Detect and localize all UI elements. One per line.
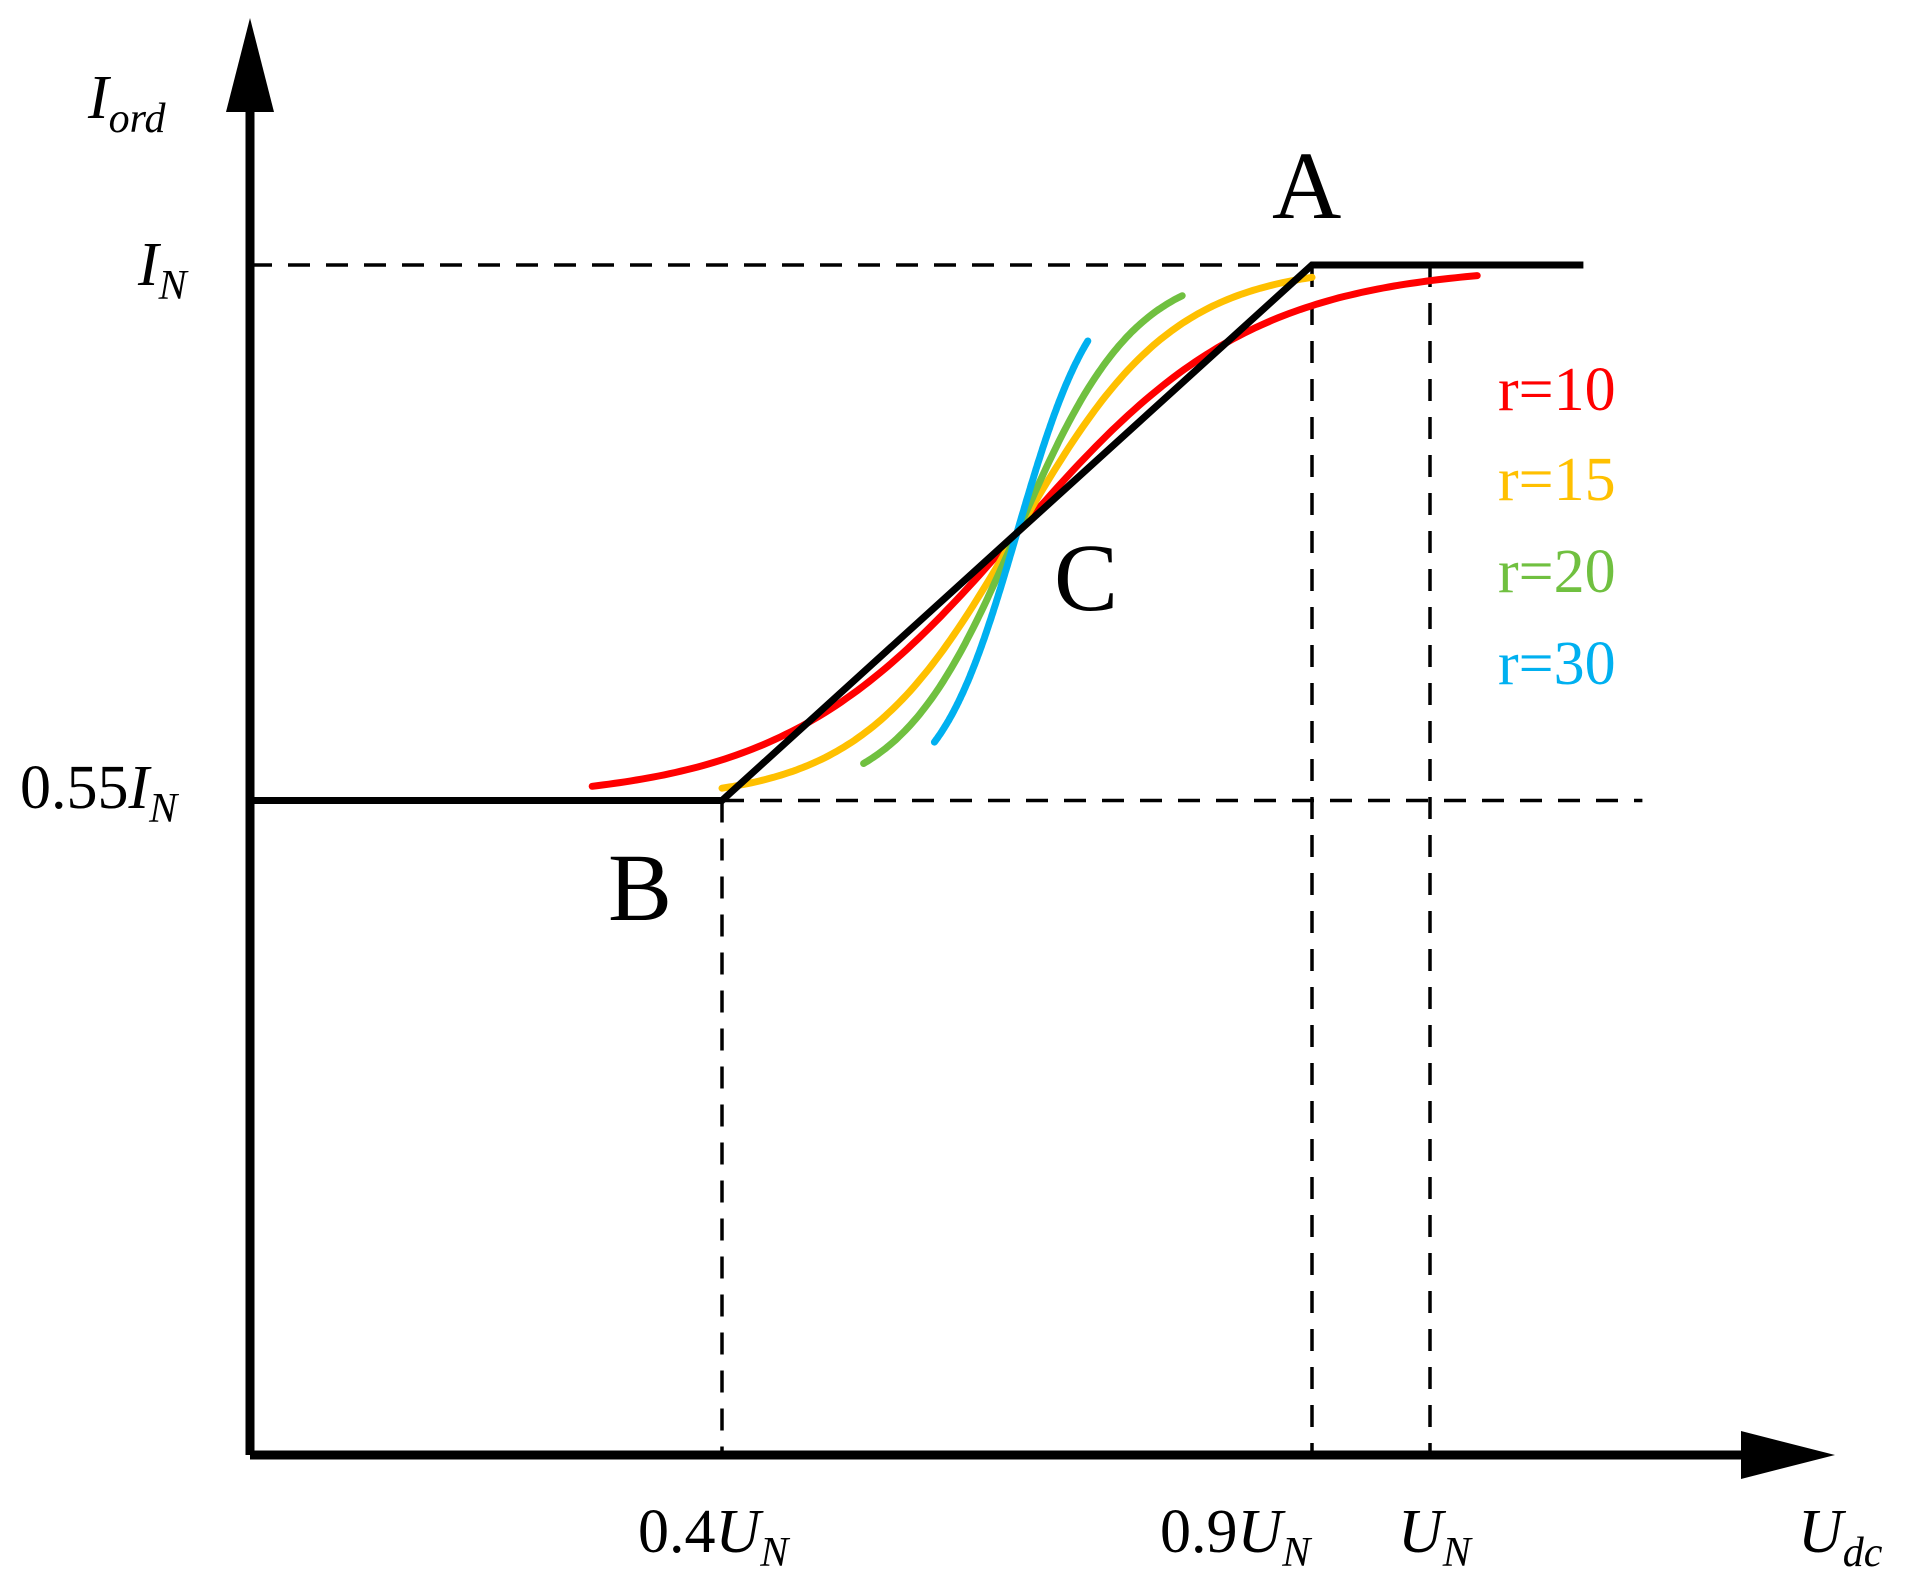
- y-axis-arrow: [226, 18, 274, 112]
- y-axis-label-base: I: [87, 64, 112, 132]
- x-tick-label: UN: [1398, 1498, 1473, 1576]
- piecewise-characteristic: [250, 261, 1584, 804]
- y-tick-label-sub: N: [158, 263, 189, 309]
- y-axis-label-sub: ord: [109, 96, 167, 142]
- y-tick-label: 0.55IN: [20, 754, 179, 832]
- x-tick-label-pre: 0.9: [1160, 1498, 1238, 1566]
- y-tick-label-base: I: [128, 754, 153, 822]
- x-axis-label-base: U: [1798, 1498, 1847, 1566]
- x-axis-label-sub: dc: [1843, 1530, 1883, 1576]
- reference-lines: [250, 263, 1643, 1455]
- series-line: [930, 337, 1092, 746]
- x-tick-labels: 0.4UN 0.9UN UN: [638, 1498, 1473, 1576]
- legend-entry: r=30: [1498, 630, 1616, 698]
- x-tick-label-base: U: [1238, 1498, 1287, 1566]
- y-tick-labels: IN 0.55IN: [20, 231, 189, 832]
- x-tick-label-base: U: [716, 1498, 765, 1566]
- x-tick-label-sub: N: [1281, 1530, 1312, 1576]
- x-tick-label: 0.9UN: [1160, 1498, 1312, 1576]
- series-curves: [588, 272, 1481, 792]
- x-tick-label: 0.4UN: [638, 1498, 790, 1576]
- point-label-b: B: [608, 834, 672, 941]
- y-tick-label-base: I: [137, 231, 162, 299]
- x-tick-label-sub: N: [759, 1530, 790, 1576]
- x-tick-label-base: U: [1398, 1498, 1447, 1566]
- legend: r=10 r=15 r=20 r=30: [1498, 356, 1616, 698]
- x-axis-arrow: [1741, 1431, 1835, 1479]
- y-tick-label: IN: [137, 231, 189, 309]
- series-line: [588, 272, 1481, 790]
- axes: [226, 18, 1835, 1479]
- piecewise-line: [250, 261, 1584, 804]
- y-axis-label: Iord: [87, 64, 166, 142]
- legend-entry: r=20: [1498, 538, 1616, 606]
- point-label-a: A: [1272, 132, 1341, 239]
- x-tick-label-sub: N: [1442, 1530, 1473, 1576]
- y-tick-label-pre: 0.55: [20, 754, 129, 822]
- legend-entry: r=15: [1498, 446, 1616, 514]
- point-label-c: C: [1054, 524, 1118, 631]
- x-tick-label-pre: 0.4: [638, 1498, 716, 1566]
- legend-entry: r=10: [1498, 356, 1616, 424]
- x-axis-label: Udc: [1798, 1498, 1883, 1576]
- y-tick-label-sub: N: [148, 786, 179, 832]
